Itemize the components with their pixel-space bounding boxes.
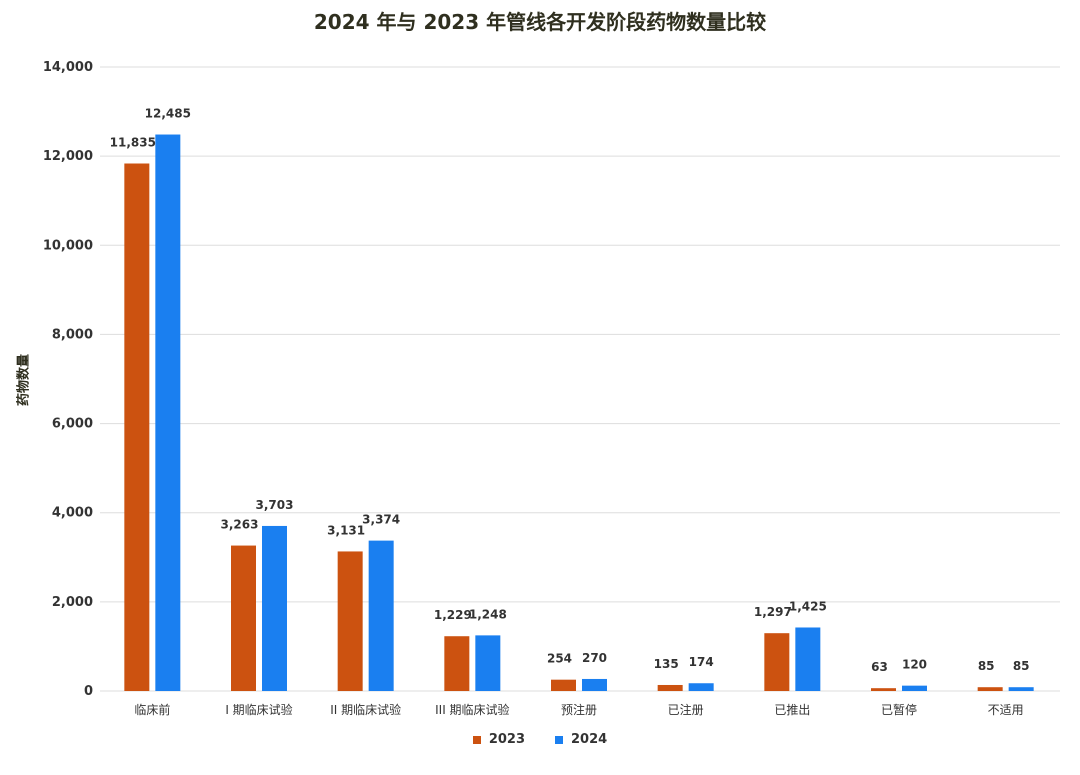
bar-2024 — [902, 685, 927, 691]
bar-2024 — [475, 635, 501, 691]
bar-2023 — [337, 551, 363, 691]
y-tick-label: 6,000 — [52, 417, 93, 432]
x-tick-label: 临床前 — [134, 702, 170, 717]
data-label: 11,835 — [110, 135, 156, 149]
y-tick-label: 2,000 — [52, 595, 93, 610]
bar-2024 — [155, 134, 181, 692]
bar-2024 — [368, 540, 394, 691]
data-label: 1,425 — [789, 599, 827, 613]
data-label: 12,485 — [145, 107, 191, 121]
bar-2024 — [1008, 687, 1034, 691]
data-label: 3,374 — [362, 513, 400, 527]
legend: 2023 2024 — [0, 732, 1080, 747]
bar-2024 — [582, 678, 607, 691]
bar-2024 — [795, 627, 821, 691]
y-tick-label: 8,000 — [52, 327, 93, 342]
x-tick-label: 不适用 — [988, 703, 1024, 717]
bar-2023 — [764, 633, 790, 691]
bar-2023 — [231, 545, 256, 691]
y-tick-label: 4,000 — [52, 506, 93, 521]
y-tick-label: 12,000 — [43, 149, 93, 164]
data-label: 174 — [689, 655, 714, 669]
x-tick-label: III 期临床试验 — [435, 702, 509, 717]
x-tick-label: 预注册 — [561, 702, 597, 717]
legend-item-2024[interactable]: 2024 — [555, 732, 607, 747]
data-label: 85 — [978, 659, 995, 673]
legend-label-2024: 2024 — [571, 732, 608, 747]
x-tick-label: II 期临床试验 — [330, 702, 401, 717]
data-label: 85 — [1013, 659, 1030, 673]
data-label: 1,297 — [754, 605, 792, 619]
bar-2023 — [444, 636, 470, 691]
data-label: 120 — [902, 658, 927, 672]
legend-label-2023: 2023 — [488, 732, 525, 747]
x-tick-label: 已注册 — [668, 702, 704, 717]
data-label: 1,229 — [434, 608, 472, 622]
x-tick-label: 已推出 — [774, 703, 810, 717]
data-label: 1,248 — [469, 607, 507, 621]
y-tick-label: 14,000 — [43, 60, 93, 75]
bar-2023 — [124, 163, 150, 692]
data-label: 270 — [582, 651, 607, 665]
data-label: 63 — [871, 660, 888, 674]
data-label: 254 — [547, 652, 572, 666]
x-tick-label: 已暂停 — [881, 702, 917, 717]
bar-2024 — [688, 683, 714, 691]
y-tick-label: 0 — [84, 684, 93, 699]
bar-2023 — [657, 684, 683, 691]
data-label: 3,131 — [327, 523, 365, 537]
legend-swatch-2024 — [555, 735, 563, 744]
x-tick-label: I 期临床试验 — [225, 702, 292, 717]
bar-2024 — [262, 525, 287, 691]
chart-title: 2024 年与 2023 年管线各开发阶段药物数量比较 — [313, 10, 767, 34]
bar-2023 — [551, 679, 576, 691]
y-tick-label: 10,000 — [43, 238, 93, 253]
data-label: 3,263 — [221, 518, 259, 532]
bar-2023 — [977, 687, 1003, 691]
data-label: 3,703 — [256, 498, 294, 512]
legend-item-2023[interactable]: 2023 — [472, 732, 525, 747]
bar-2023 — [871, 688, 896, 691]
data-label: 135 — [654, 657, 679, 671]
legend-swatch-2023 — [472, 735, 481, 744]
